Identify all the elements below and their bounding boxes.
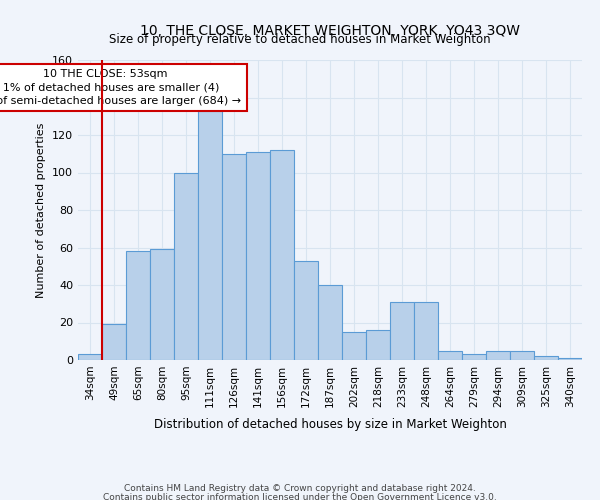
Bar xyxy=(246,152,270,360)
Bar xyxy=(222,154,246,360)
Bar xyxy=(270,150,294,360)
Bar xyxy=(486,350,510,360)
Y-axis label: Number of detached properties: Number of detached properties xyxy=(37,122,46,298)
Bar xyxy=(294,260,318,360)
Bar xyxy=(390,302,414,360)
Bar xyxy=(102,324,126,360)
Bar xyxy=(78,354,102,360)
Bar xyxy=(414,302,438,360)
Bar xyxy=(198,110,222,360)
Bar xyxy=(126,251,150,360)
Bar xyxy=(462,354,486,360)
Bar xyxy=(558,358,582,360)
Bar xyxy=(150,250,174,360)
Bar xyxy=(318,285,342,360)
Bar xyxy=(366,330,390,360)
Bar xyxy=(342,332,366,360)
Bar xyxy=(174,172,198,360)
Title: 10, THE CLOSE, MARKET WEIGHTON, YORK, YO43 3QW: 10, THE CLOSE, MARKET WEIGHTON, YORK, YO… xyxy=(140,24,520,38)
Bar xyxy=(534,356,558,360)
X-axis label: Distribution of detached houses by size in Market Weighton: Distribution of detached houses by size … xyxy=(154,418,506,431)
Bar xyxy=(438,350,462,360)
Text: 10 THE CLOSE: 53sqm
← 1% of detached houses are smaller (4)
99% of semi-detached: 10 THE CLOSE: 53sqm ← 1% of detached hou… xyxy=(0,70,241,106)
Text: Contains HM Land Registry data © Crown copyright and database right 2024.: Contains HM Land Registry data © Crown c… xyxy=(124,484,476,493)
Bar xyxy=(510,350,534,360)
Text: Size of property relative to detached houses in Market Weighton: Size of property relative to detached ho… xyxy=(109,32,491,46)
Text: Contains public sector information licensed under the Open Government Licence v3: Contains public sector information licen… xyxy=(103,492,497,500)
